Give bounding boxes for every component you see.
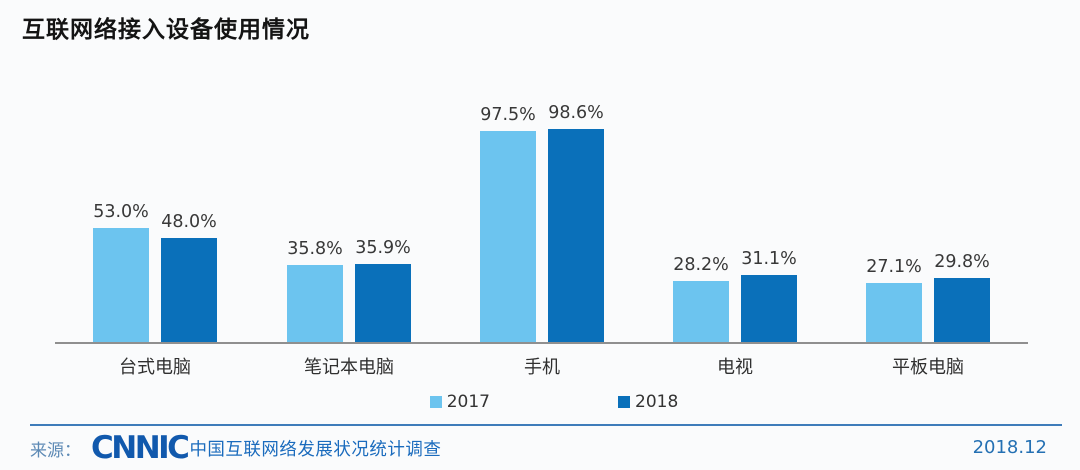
legend-swatch	[429, 396, 442, 408]
bar-value-label: 27.1%	[866, 257, 922, 277]
cnnic-logo: CNNIC	[91, 429, 190, 466]
bar-value-label: 31.1%	[741, 249, 797, 269]
legend-item-2018: 2018	[618, 392, 678, 412]
bar-value-label: 97.5%	[480, 105, 536, 125]
bar-2018	[741, 275, 797, 342]
bar-2017	[287, 265, 343, 342]
bar-2018	[548, 129, 604, 342]
bar-value-label: 53.0%	[93, 202, 149, 222]
category-label: 台式电脑	[119, 357, 191, 378]
bar-2017	[480, 131, 536, 342]
x-axis-line	[55, 342, 1028, 344]
bar-value-label: 29.8%	[934, 252, 990, 272]
bar-2018	[161, 238, 217, 342]
legend-swatch	[618, 396, 630, 408]
bar-value-label: 35.9%	[355, 238, 411, 258]
footer-divider	[30, 424, 1062, 426]
bar-2017	[93, 228, 149, 342]
bar-2018	[934, 278, 990, 342]
bar-2017	[673, 281, 729, 342]
category-label: 电视	[717, 357, 753, 378]
bar-2018	[355, 264, 411, 342]
page-title: 互联网络接入设备使用情况	[22, 17, 310, 43]
report-date: 2018.12	[972, 437, 1047, 458]
source-label: 来源：	[30, 440, 81, 461]
bar-value-label: 35.8%	[287, 239, 343, 259]
source-text: 中国互联网络发展状况统计调查	[189, 439, 442, 460]
category-label: 手机	[524, 357, 560, 378]
bar-value-label: 98.6%	[548, 103, 604, 123]
category-label: 笔记本电脑	[304, 357, 394, 378]
footer: 来源： CNNIC 中国互联网络发展状况统计调查	[30, 431, 441, 465]
legend-label: 2018	[635, 392, 679, 412]
bar-value-label: 28.2%	[673, 255, 729, 275]
legend-label: 2017	[446, 392, 490, 412]
chart-legend: 2017 2018	[14, 392, 1080, 412]
category-label: 平板电脑	[892, 357, 964, 378]
bar-value-label: 48.0%	[161, 212, 217, 232]
bar-2017	[866, 283, 922, 342]
legend-item-2017: 2017	[429, 392, 490, 412]
